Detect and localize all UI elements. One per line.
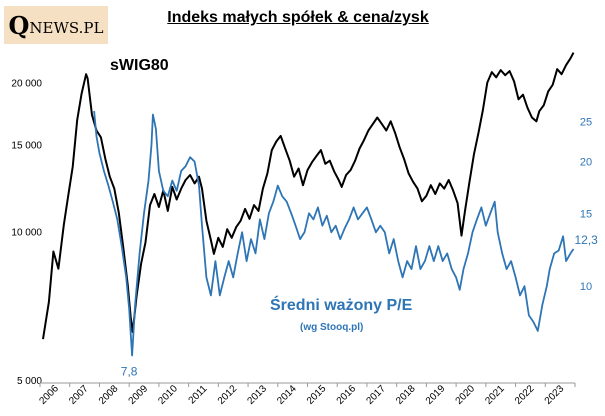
- x-tick-label: 2007: [67, 383, 91, 407]
- right-tick-label: 15: [580, 208, 592, 220]
- newspl-logo: Q NEWS.PL: [4, 6, 108, 44]
- right-tick-label: 20: [580, 157, 592, 169]
- x-axis-ticks: 2006 2007 2008 2009 2010 2011 2012 2013 2014 2015…: [37, 383, 576, 407]
- swig80-line: [42, 52, 575, 340]
- right-axis-ticks: 10 15 20 25: [580, 117, 592, 294]
- x-tick-label: 2016: [335, 383, 359, 407]
- swig80-series-label: sWIG80: [110, 57, 169, 74]
- pe-min-value-label: 7,8: [121, 365, 138, 379]
- chart-title: Indeks małych spółek & cena/zysk: [167, 9, 429, 26]
- x-tick-label: 2008: [97, 383, 121, 407]
- x-tick-label: 2022: [513, 383, 537, 407]
- series-labels: sWIG80 Średni ważony P/E (wg Stooq.pl) 12,3…: [110, 57, 598, 379]
- x-tick-label: 2020: [454, 383, 478, 407]
- series-layer: [42, 52, 575, 357]
- right-tick-label: 25: [580, 117, 592, 129]
- x-tick-label: 2018: [394, 383, 418, 407]
- x-tick-label: 2023: [543, 383, 567, 407]
- left-tick-label: 5 000: [17, 376, 42, 387]
- pe-last-value-label: 12,3: [575, 233, 599, 247]
- left-tick-label: 10 000: [11, 227, 42, 238]
- x-tick-label: 2021: [483, 383, 507, 407]
- logo-text: NEWS.PL: [29, 19, 104, 37]
- left-tick-label: 20 000: [11, 79, 42, 90]
- x-tick-label: 2012: [216, 383, 240, 407]
- left-axis-ticks: 5 000 10 000 15 000 20 000: [11, 79, 42, 387]
- pe-line: [93, 111, 575, 357]
- logo-q: Q: [8, 10, 30, 40]
- x-tick-label: 2017: [364, 383, 388, 407]
- x-tick-label: 2013: [246, 383, 270, 407]
- x-tick-label: 2010: [156, 383, 180, 407]
- x-tick-label: 2009: [127, 383, 151, 407]
- pe-series-label: Średni ważony P/E: [270, 295, 413, 314]
- left-tick-label: 15 000: [11, 140, 42, 151]
- x-tick-label: 2011: [187, 383, 210, 406]
- x-tick-label: 2015: [305, 383, 329, 407]
- right-tick-label: 10: [580, 281, 592, 293]
- pe-source-label: (wg Stooq.pl): [300, 322, 363, 333]
- x-tick-label: 2014: [275, 383, 299, 407]
- x-tick-label: 2019: [424, 383, 448, 407]
